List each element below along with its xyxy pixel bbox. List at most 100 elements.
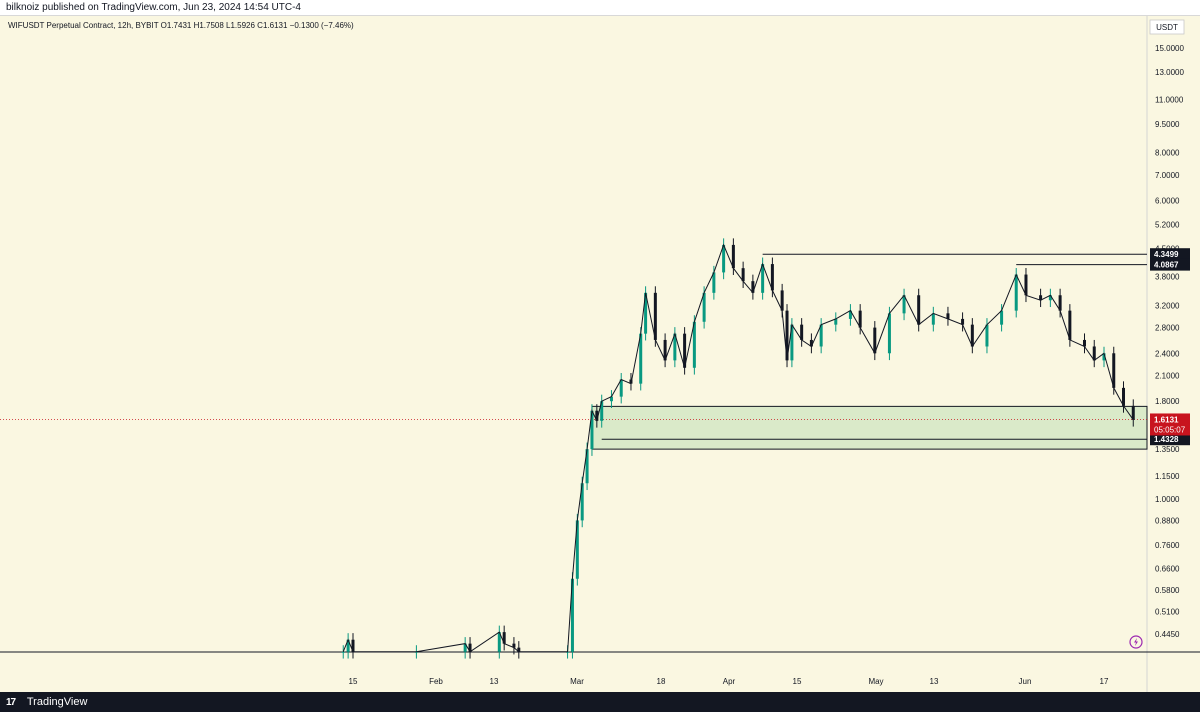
candle-body bbox=[702, 292, 706, 322]
y-tick-label: 0.6600 bbox=[1155, 564, 1180, 573]
candle-body bbox=[341, 651, 345, 653]
lightning-icon[interactable] bbox=[1129, 635, 1143, 649]
candle bbox=[1122, 381, 1126, 413]
candle bbox=[570, 572, 574, 659]
candle bbox=[595, 404, 599, 428]
candle-body bbox=[1092, 346, 1096, 361]
candle-body bbox=[887, 313, 891, 354]
candle-body bbox=[663, 339, 667, 361]
y-tick-label: 2.8000 bbox=[1155, 324, 1180, 333]
candle bbox=[1024, 268, 1028, 303]
y-tick-label: 8.0000 bbox=[1155, 149, 1180, 158]
candle-body bbox=[595, 410, 599, 421]
candle bbox=[1039, 288, 1043, 308]
candle-body bbox=[785, 310, 789, 361]
candle-body bbox=[1048, 295, 1052, 301]
candle bbox=[809, 333, 813, 354]
y-tick-label: 11.0000 bbox=[1155, 96, 1184, 105]
x-tick-label: 15 bbox=[349, 677, 358, 686]
candle bbox=[819, 318, 823, 354]
candle-body bbox=[1039, 295, 1043, 301]
candle bbox=[985, 318, 989, 354]
candle-body bbox=[931, 313, 935, 325]
candle bbox=[609, 390, 613, 409]
last-price-label: 1.6131 bbox=[1154, 415, 1179, 424]
demand-zone bbox=[591, 405, 1148, 450]
level-label-1: 4.0867 bbox=[1154, 261, 1179, 270]
candle-body bbox=[780, 290, 784, 311]
candle-body bbox=[673, 333, 677, 361]
x-tick-label: 17 bbox=[1100, 677, 1109, 686]
candle-body bbox=[580, 483, 584, 521]
candle bbox=[1131, 399, 1135, 427]
candle bbox=[800, 318, 804, 347]
candle bbox=[502, 625, 506, 651]
candle-body bbox=[848, 310, 852, 319]
candle-body bbox=[731, 244, 735, 269]
last-price-box bbox=[1150, 413, 1190, 436]
y-tick-label: 9.5000 bbox=[1155, 120, 1180, 129]
chart-area[interactable]: WIFUSDT Perpetual Contract, 12h, BYBIT O… bbox=[0, 16, 1200, 692]
candle-body bbox=[1122, 387, 1126, 406]
publish-info: bilknoiz published on TradingView.com, J… bbox=[6, 2, 301, 13]
candle-body bbox=[609, 396, 613, 402]
candle-body bbox=[683, 333, 687, 368]
candle-body bbox=[502, 632, 506, 644]
candle bbox=[961, 312, 965, 332]
candle bbox=[1014, 268, 1018, 318]
candle bbox=[751, 274, 755, 300]
candle-body bbox=[590, 410, 594, 450]
currency-box[interactable] bbox=[1149, 19, 1185, 35]
countdown-label: 05:05:07 bbox=[1154, 425, 1186, 434]
x-tick-label: 15 bbox=[793, 677, 802, 686]
candle-body bbox=[961, 318, 965, 325]
candle-body bbox=[639, 333, 643, 384]
tradingview-brand[interactable]: TradingView bbox=[26, 696, 88, 708]
candle-body bbox=[722, 244, 726, 273]
candle-body bbox=[512, 643, 516, 648]
candle bbox=[1048, 288, 1052, 308]
candle bbox=[946, 306, 950, 326]
candle bbox=[848, 304, 852, 326]
y-tick-label: 7.0000 bbox=[1155, 171, 1180, 180]
candle-body bbox=[1068, 310, 1072, 340]
candle bbox=[512, 637, 516, 655]
y-tick-label: 2.4000 bbox=[1155, 349, 1180, 358]
candle-body bbox=[819, 324, 823, 347]
candle bbox=[887, 306, 891, 361]
candle-body bbox=[585, 449, 589, 484]
candle-body bbox=[1082, 339, 1086, 347]
level-label-0: 4.3499 bbox=[1154, 250, 1179, 259]
candle-body bbox=[468, 643, 472, 652]
x-tick-label: Jun bbox=[1019, 677, 1032, 686]
y-tick-label: 1.1500 bbox=[1155, 472, 1180, 481]
x-tick-label: Apr bbox=[723, 677, 736, 686]
candle-body bbox=[517, 647, 521, 652]
candle-body bbox=[570, 578, 574, 652]
candle bbox=[741, 261, 745, 288]
candle bbox=[653, 286, 657, 347]
x-tick-label: 13 bbox=[930, 677, 939, 686]
candle-body bbox=[644, 292, 648, 334]
candle bbox=[663, 333, 667, 368]
candle bbox=[619, 373, 623, 404]
y-tick-label: 0.4450 bbox=[1155, 630, 1180, 639]
x-tick-label: 18 bbox=[657, 677, 666, 686]
candle bbox=[639, 327, 643, 391]
candle bbox=[902, 288, 906, 321]
tradingview-footer: 17 TradingView bbox=[0, 692, 1200, 712]
candle-body bbox=[712, 272, 716, 293]
candle-body bbox=[1058, 295, 1062, 311]
y-tick-label: 3.8000 bbox=[1155, 273, 1180, 282]
y-tick-label: 13.0000 bbox=[1155, 68, 1184, 77]
candle bbox=[497, 625, 501, 659]
candle-body bbox=[741, 268, 745, 282]
candle bbox=[970, 318, 974, 354]
candle-body bbox=[800, 324, 804, 340]
y-tick-label: 1.3500 bbox=[1155, 445, 1180, 454]
candle-body bbox=[751, 281, 755, 293]
y-tick-label: 6.0000 bbox=[1155, 197, 1180, 206]
price-chart[interactable]: WIFUSDT Perpetual Contract, 12h, BYBIT O… bbox=[0, 16, 1200, 692]
candle bbox=[1102, 346, 1106, 368]
candle-body bbox=[834, 318, 838, 325]
